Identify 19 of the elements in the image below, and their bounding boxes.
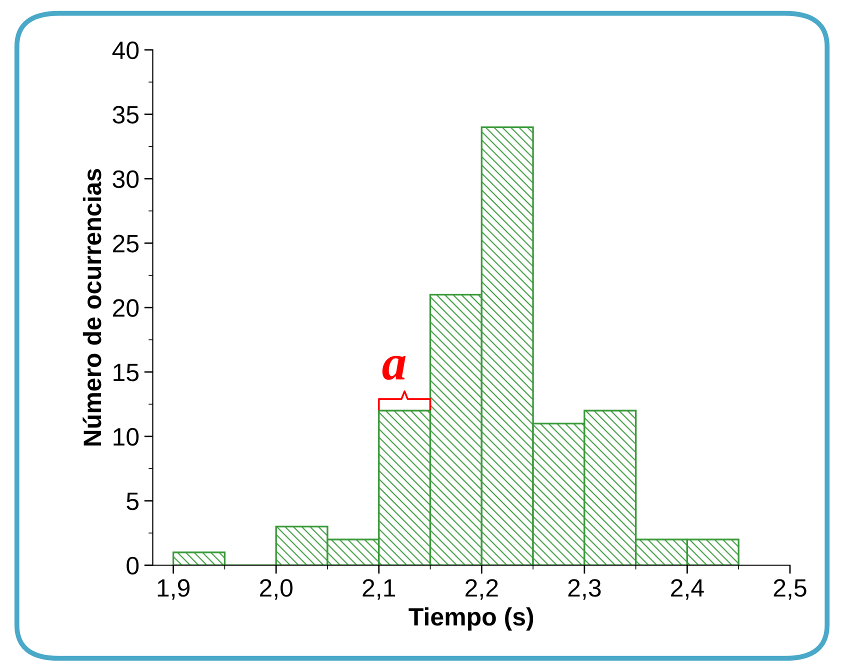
y-axis-title: Número de ocurrencias: [82, 168, 102, 446]
y-tick-label: 5: [126, 492, 139, 510]
y-tick-label: 40: [112, 41, 139, 60]
annotation: a: [382, 356, 406, 380]
x-tick-label: 2,0: [260, 579, 292, 600]
y-tick-label: 30: [112, 170, 139, 188]
x-axis-title: Tiempo (s): [408, 607, 534, 631]
x-tick-label: 1,9: [158, 579, 190, 600]
y-tick-label: 10: [114, 428, 139, 446]
y-tick-label: 15: [114, 364, 139, 382]
x-tick-label: 2,2: [466, 579, 498, 600]
y-tick-label: 25: [113, 234, 139, 252]
y-tick-label: 0: [126, 556, 139, 575]
y-tick-label: 20: [113, 299, 139, 317]
x-tick-label: 2,5: [774, 579, 806, 600]
x-tick-label: 2,4: [671, 579, 704, 600]
y-tick-label: 35: [112, 106, 139, 124]
x-tick-label: 2,3: [568, 579, 601, 600]
x-tick-label: 2,1: [362, 579, 396, 600]
